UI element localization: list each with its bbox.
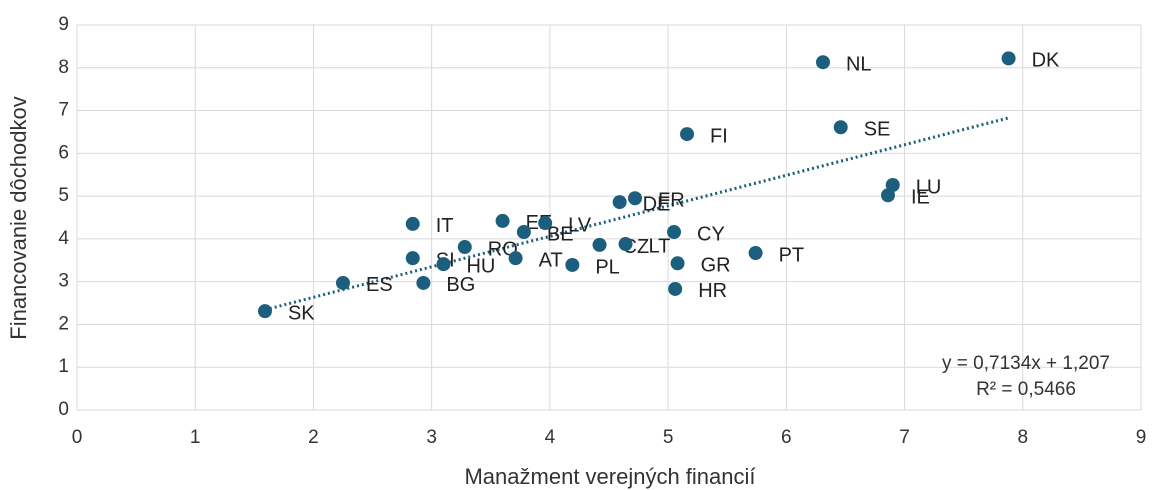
trend-equation: y = 0,7134x + 1,207 [942,353,1110,374]
point-label: DK [1032,50,1060,72]
y-tick-label: 0 [58,399,69,420]
point-label: PT [779,244,805,266]
x-tick-label: 5 [663,427,674,448]
point [680,127,695,142]
point [1001,51,1016,66]
x-tick-label: 8 [1017,427,1028,448]
point-label: BG [446,274,475,296]
x-tick-label: 7 [899,427,910,448]
point [516,225,531,240]
point [815,55,830,70]
y-tick-label: 8 [58,57,69,78]
point-label: ES [366,274,393,296]
x-tick-label: 6 [781,427,792,448]
point-label: BE [547,223,574,245]
point-label: PL [595,256,619,278]
point-label: NL [846,53,872,75]
point [495,213,510,228]
x-tick-label: 9 [1136,427,1147,448]
y-tick-label: 7 [58,100,69,121]
point-label: SE [864,119,891,141]
x-tick-label: 4 [545,427,556,448]
point [667,225,682,240]
y-tick-label: 5 [58,185,69,206]
x-axis-title: Manažment verejných financií [464,464,755,489]
point [592,237,607,252]
point [508,251,523,266]
point-label: LV [568,214,592,236]
point-label: IT [436,215,454,237]
x-tick-label: 1 [190,427,201,448]
point [336,275,350,290]
point [612,195,627,210]
point [538,216,553,231]
x-tick-label: 0 [72,427,83,448]
x-tick-label: 3 [426,427,437,448]
point-label: SK [288,302,315,324]
point-label: DE [643,193,671,215]
y-tick-label: 6 [58,142,69,163]
point [618,237,633,252]
y-tick-label: 1 [58,356,69,377]
point-label: FI [710,125,728,147]
point [670,256,685,271]
point [881,188,896,203]
y-tick-label: 4 [58,228,69,249]
point-label: HR [698,280,727,302]
x-tick-label: 2 [308,427,319,448]
y-axis-title: Financovanie dôchodkov [6,96,31,339]
point [628,191,643,206]
point [668,281,683,296]
point-label: LU [916,176,942,198]
point [257,304,272,319]
point [416,275,431,290]
point [565,257,580,272]
point-label: CY [697,223,725,245]
point [436,257,451,272]
point-label: FR [658,190,685,212]
point-label: HU [466,255,495,277]
y-tick-label: 9 [58,14,69,35]
point [405,251,420,266]
point [748,246,763,261]
point-label: GR [701,255,731,277]
point-label: LT [649,235,671,257]
y-tick-label: 3 [58,271,69,292]
trend-r2: R² = 0,5466 [976,379,1076,400]
point-label: IE [911,187,930,209]
y-tick-label: 2 [58,313,69,334]
point [457,240,472,255]
point [405,216,420,231]
point-label: AT [539,249,563,271]
point [833,120,848,135]
